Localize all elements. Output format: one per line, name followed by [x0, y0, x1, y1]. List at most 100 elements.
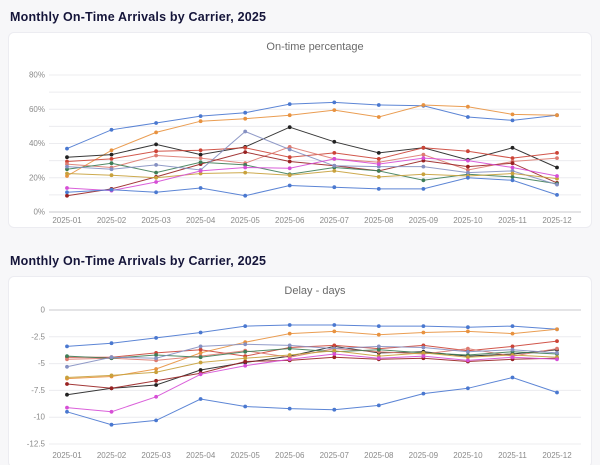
gridlines: [49, 309, 581, 445]
data-point: [198, 119, 203, 124]
data-point: [555, 165, 559, 170]
chart-title: Delay - days: [284, 285, 346, 297]
data-point: [466, 158, 470, 163]
data-point: [243, 110, 248, 115]
x-tick-label: 2025-10: [453, 451, 483, 460]
y-axis-tick-labels: 80% 60% 40% 20% 0%: [29, 71, 45, 217]
y-tick-label: 80%: [29, 71, 45, 80]
data-point: [243, 170, 248, 175]
data-point: [510, 347, 515, 352]
data-point: [154, 180, 159, 184]
series-line: [66, 161, 558, 185]
data-point: [287, 346, 292, 351]
series-slate: [65, 129, 559, 187]
data-point: [376, 347, 381, 352]
data-point: [421, 391, 426, 396]
data-point: [65, 409, 69, 414]
data-point: [109, 157, 114, 161]
data-point: [243, 356, 248, 361]
data-point: [287, 331, 292, 336]
data-point: [510, 324, 515, 328]
page-title: Monthly On-Time Arrivals by Carrier, 202…: [10, 10, 267, 24]
data-point: [332, 169, 337, 173]
data-point: [287, 173, 292, 178]
data-point: [555, 351, 559, 355]
data-point: [466, 358, 470, 363]
data-point: [65, 146, 69, 151]
x-tick-label: 2025-02: [97, 216, 127, 225]
data-point: [287, 159, 292, 164]
series-line: [66, 146, 558, 171]
data-point: [65, 382, 69, 386]
data-point: [154, 142, 159, 147]
data-point: [510, 175, 515, 179]
data-point: [65, 364, 69, 369]
ontime-percentage-line-chart[interactable]: On-time percentage 80%60%40%20%0% 2025-01 2…: [9, 33, 591, 227]
x-tick-label: 2025-01: [52, 216, 82, 225]
series-salmon: [65, 145, 559, 172]
data-point: [109, 161, 114, 166]
series-orange: [65, 103, 559, 178]
data-point: [198, 372, 203, 377]
data-point: [421, 354, 426, 358]
y-tick-label: -10: [33, 413, 45, 422]
data-point: [287, 343, 292, 348]
data-point: [555, 151, 559, 155]
data-point: [421, 351, 426, 355]
data-point: [555, 346, 559, 351]
data-point: [376, 324, 381, 328]
series-blue-2: [65, 375, 559, 427]
series-line: [66, 350, 558, 378]
series-gold: [65, 348, 559, 380]
data-point: [466, 386, 470, 391]
series-black: [65, 344, 559, 397]
data-point: [243, 342, 248, 347]
data-point: [466, 115, 470, 119]
data-point: [555, 156, 559, 160]
data-point: [198, 347, 203, 352]
data-point: [109, 173, 114, 178]
data-point: [243, 349, 248, 354]
data-point: [510, 169, 515, 173]
x-tick-label: 2025-01: [52, 451, 82, 460]
data-point: [287, 113, 292, 118]
x-tick-label: 2025-08: [364, 451, 394, 460]
data-point: [466, 104, 470, 109]
delay-days-chart-card: Delay - days 0 -2.5 -5 -7.5 -10 -12.5 2025-01 20…: [8, 276, 592, 465]
series-line: [66, 104, 558, 177]
data-point: [555, 327, 559, 332]
data-point: [466, 164, 470, 169]
data-point: [243, 363, 248, 368]
y-tick-label: -7.5: [31, 386, 45, 395]
data-point: [287, 147, 292, 152]
data-point: [376, 175, 381, 179]
data-point: [65, 155, 69, 160]
data-point: [510, 171, 515, 176]
data-point: [466, 329, 470, 334]
data-point: [198, 355, 203, 360]
data-point: [243, 193, 248, 198]
y-tick-label: -2.5: [31, 332, 45, 341]
x-tick-label: 2025-07: [320, 451, 350, 460]
x-tick-label: 2025-06: [275, 451, 305, 460]
data-point: [243, 150, 248, 154]
chart-title: On-time percentage: [266, 41, 363, 53]
data-point: [421, 152, 426, 157]
series-line: [66, 343, 558, 368]
data-point: [65, 159, 69, 164]
x-tick-label: 2025-07: [320, 216, 350, 225]
data-point: [154, 353, 159, 357]
data-point: [154, 418, 159, 423]
data-point: [421, 324, 426, 328]
data-point: [466, 149, 470, 154]
data-point: [332, 407, 337, 412]
data-point: [332, 348, 337, 353]
data-point: [109, 167, 114, 172]
series-line: [66, 376, 558, 426]
data-point: [65, 164, 69, 169]
x-tick-label: 2025-04: [186, 216, 216, 225]
series-line: [66, 328, 558, 380]
data-point: [198, 114, 203, 118]
data-point: [109, 386, 114, 391]
